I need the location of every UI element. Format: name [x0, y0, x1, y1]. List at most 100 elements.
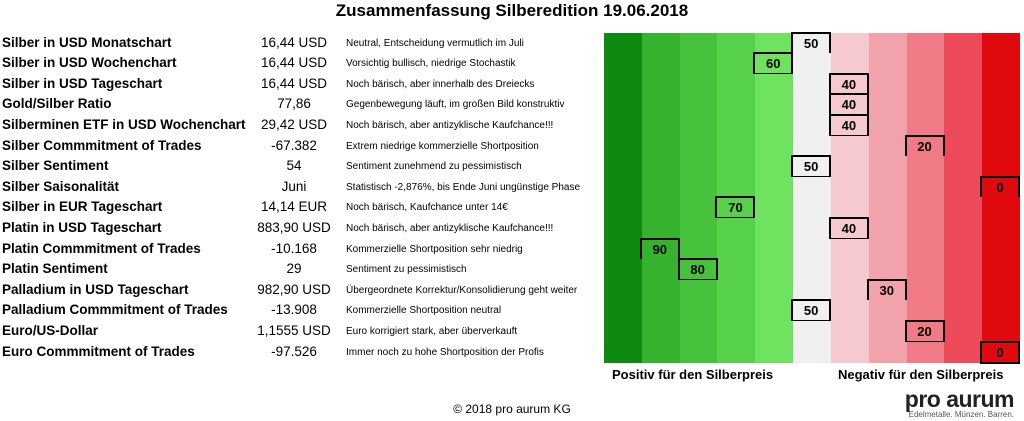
rating-cell: [944, 259, 983, 281]
rating-bar: 90: [604, 237, 1020, 261]
rating-cell: [604, 53, 642, 75]
row-comment: Statistisch -2,876%, bis Ende Juni ungün…: [346, 181, 581, 193]
rating-cell: [982, 300, 1020, 322]
score-marker: 50: [791, 299, 832, 323]
rating-bar: 80: [604, 258, 1020, 282]
rating-cell: [717, 259, 756, 281]
rating-cell: [830, 156, 869, 178]
rating-cell: [793, 300, 831, 322]
rating-bar: 20: [604, 134, 1020, 158]
rating-bar: 70: [604, 196, 1020, 220]
table-row: Platin in USD Tageschart 883,90 USD Noch b…: [0, 216, 1024, 240]
rating-cell: [982, 94, 1020, 116]
row-comment: Noch bärisch, aber antizyklische Kaufcha…: [346, 119, 554, 131]
rating-cell: [793, 320, 831, 342]
rating-cell: [679, 114, 718, 136]
legend-negative: Negativ für den Silberpreis: [838, 367, 1004, 382]
rating-bar: 50: [604, 155, 1020, 179]
rating-cell: [793, 259, 831, 281]
row-value: -97.526: [271, 343, 317, 359]
rating-cell: [830, 32, 869, 54]
score-marker: 80: [677, 258, 718, 282]
rating-cell: [604, 176, 642, 198]
score-marker: 20: [904, 319, 945, 343]
rating-cell: [906, 73, 945, 95]
row-value: -67.382: [271, 137, 317, 153]
rating-cell: [906, 341, 945, 363]
table-row: Silber Commmitment of Trades -67.382 Extre…: [0, 134, 1024, 158]
rating-cell: [717, 156, 756, 178]
rating-cell: [755, 114, 794, 136]
row-comment: Neutral, Entscheidung vermutlich im Juli: [346, 37, 524, 49]
rating-cell: [679, 217, 718, 239]
rating-cell: [906, 279, 945, 301]
rating-cell: [830, 94, 869, 116]
rating-cell: [982, 114, 1020, 136]
rating-cell: [755, 94, 794, 116]
row-value: 883,90 USD: [257, 219, 331, 235]
rating-cell: [755, 53, 794, 75]
row-comment: Sentiment zu pessimistisch: [346, 264, 467, 276]
rating-cell: [755, 73, 794, 95]
rating-cell: [944, 114, 983, 136]
row-value: Juni: [281, 178, 307, 194]
row-label: Silber in EUR Tageschart: [2, 199, 163, 215]
rating-cell: [982, 73, 1020, 95]
rating-cell: [793, 176, 831, 198]
row-value: 16,44 USD: [260, 55, 328, 71]
rating-bar: 40: [604, 216, 1020, 240]
rating-cell: [868, 197, 907, 219]
copyright: © 2018 pro aurum KG: [453, 402, 571, 416]
rating-cell: [641, 197, 680, 219]
rating-cell: [717, 279, 756, 301]
rating-cell: [641, 94, 680, 116]
rating-cell: [830, 135, 869, 157]
rating-cell: [641, 320, 680, 342]
row-comment: Übergeordnete Korrektur/Konsolidierung g…: [346, 284, 578, 296]
rating-cell: [944, 176, 983, 198]
rating-cell: [755, 279, 794, 301]
row-label: Gold/Silber Ratio: [2, 96, 112, 112]
row-label: Silber in USD Tageschart: [2, 75, 163, 91]
rating-cell: [830, 300, 869, 322]
rating-cell: [604, 341, 642, 363]
table-row: Silber Sentiment 54 Sentiment zunehmend zu…: [0, 155, 1024, 179]
row-label: Platin in USD Tageschart: [2, 219, 162, 235]
score-marker: 50: [791, 31, 832, 55]
rating-cell: [906, 176, 945, 198]
chart-title: Zusammenfassung Silberedition 19.06.2018: [335, 1, 689, 20]
rating-cell: [755, 259, 794, 281]
rating-cell: [982, 53, 1020, 75]
rating-cell: [793, 217, 831, 239]
rating-cell: [604, 217, 642, 239]
rating-cell: [604, 300, 642, 322]
row-label: Silber in USD Monatschart: [2, 34, 172, 50]
rating-cell: [717, 217, 756, 239]
rating-cell: [793, 94, 831, 116]
rating-cell: [830, 259, 869, 281]
score-marker: 0: [980, 175, 1021, 199]
row-comment: Immer noch zu hohe Shortposition der Pro…: [346, 346, 544, 358]
rating-cell: [679, 300, 718, 322]
rating-cell: [944, 32, 983, 54]
rating-cell: [830, 341, 869, 363]
rating-cell: [755, 238, 794, 260]
row-value: 14,14 EUR: [260, 199, 328, 215]
row-value: -13.908: [271, 302, 317, 318]
row-value: 16,44 USD: [260, 75, 328, 91]
rating-bar: 50: [604, 299, 1020, 323]
rating-cell: [982, 238, 1020, 260]
rating-cell: [868, 156, 907, 178]
row-value: 1,1555 USD: [257, 322, 331, 338]
rating-bar: 40: [604, 93, 1020, 117]
rating-bar: 40: [604, 113, 1020, 137]
rating-cell: [944, 238, 983, 260]
logo-tagline: Edelmetalle. Münzen. Barren.: [908, 410, 1014, 419]
rating-cell: [868, 176, 907, 198]
rating-cell: [906, 156, 945, 178]
row-label: Silber Commmitment of Trades: [2, 137, 202, 153]
row-comment: Kommerzielle Shortposition neutral: [346, 305, 502, 317]
row-label: Platin Sentiment: [2, 261, 108, 277]
row-value: -10.168: [271, 240, 317, 256]
row-comment: Kommerzielle Shortposition sehr niedrig: [346, 243, 523, 255]
